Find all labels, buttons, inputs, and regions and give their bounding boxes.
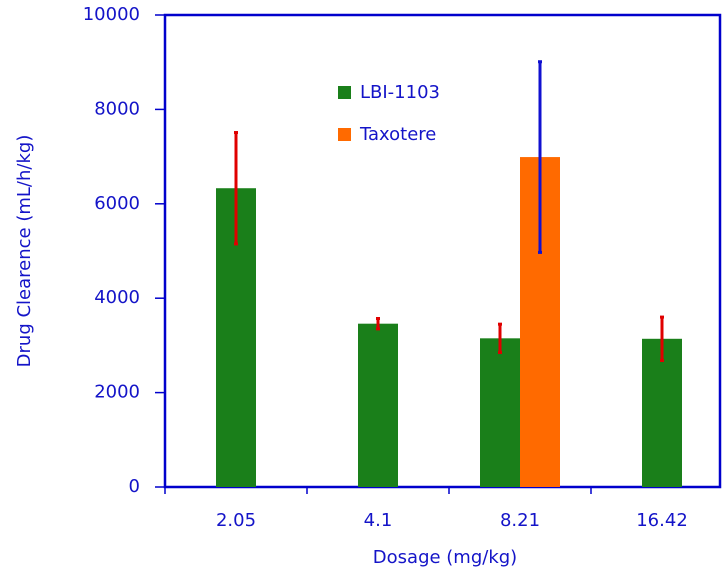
plot-frame: [163, 13, 722, 489]
y-tick-label: 6000: [94, 193, 140, 214]
legend-swatch: [338, 86, 351, 99]
legend-label: Taxotere: [359, 124, 436, 145]
x-tick-label: 16.42: [636, 510, 688, 531]
y-tick-label: 4000: [94, 287, 140, 308]
y-axis-label: Drug Clearence (mL/h/kg): [14, 135, 35, 368]
x-axis-label: Dosage (mg/kg): [373, 547, 517, 568]
bar: [358, 323, 398, 487]
y-tick-label: 2000: [94, 382, 140, 403]
x-tick-label: 2.05: [216, 510, 256, 531]
x-tick-label: 4.1: [364, 510, 393, 531]
legend-swatch: [338, 128, 351, 141]
legend-label: LBI-1103: [360, 82, 440, 103]
bar: [642, 338, 682, 487]
y-tick-label: 8000: [94, 98, 140, 119]
y-tick-label: 10000: [83, 4, 140, 25]
bar: [480, 338, 520, 487]
x-tick-label: 8.21: [500, 510, 540, 531]
y-tick-label: 0: [129, 476, 140, 497]
